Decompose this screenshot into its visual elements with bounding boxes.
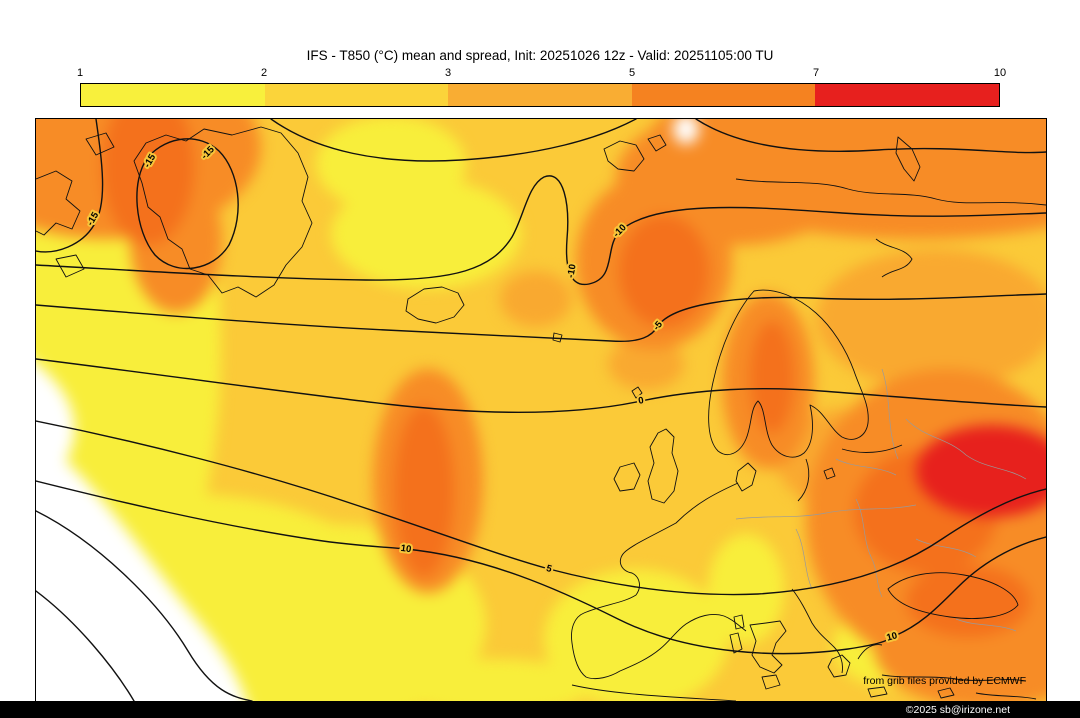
arctic-russia-coast — [735, 178, 1046, 206]
colorbar-tick-label: 2 — [260, 67, 268, 79]
colorbar-segment-1-2 — [81, 84, 265, 106]
contour-label: 10 — [400, 543, 412, 555]
colorbar-tick-label: 3 — [444, 67, 452, 79]
arctic-island — [85, 132, 115, 156]
map-panel: -15 -15 -15 -10 -10 -5 0 5 10 10 from grib files … — [35, 118, 1047, 702]
turkey-south-coast — [881, 674, 1027, 682]
credit-copyright: ©2025 sb@irizone.net — [905, 703, 1010, 716]
colorbar-tick-label: 1 — [76, 67, 84, 79]
colorbar-segment-5-7 — [631, 84, 816, 106]
contour-minus10 — [36, 175, 1046, 286]
country-borders — [735, 368, 1027, 632]
black-sea-coastline — [887, 572, 1019, 619]
coastlines — [36, 126, 1046, 701]
contour-label: 10 — [885, 630, 898, 643]
ireland-coastline — [613, 462, 641, 492]
africa-coast — [571, 684, 737, 701]
denmark-coastline — [735, 462, 757, 492]
spread-red-regions — [916, 425, 1046, 517]
europe-atlantic-coast — [571, 482, 747, 680]
contour-label: -10 — [565, 263, 578, 278]
credit-ecmwf: from grib files provided by ECMWF — [863, 675, 1026, 687]
bottom-bar: ©2025 sb@irizone.net — [0, 701, 1080, 718]
baltic-coast — [797, 458, 810, 502]
gulf-of-finland — [841, 444, 903, 453]
contour-lines — [36, 119, 1046, 701]
britain-coastline — [647, 428, 679, 504]
colorbar-tick-label: 10 — [993, 67, 1007, 79]
gotland-island — [823, 467, 836, 480]
corsica — [733, 614, 745, 630]
contour-minus5 — [36, 293, 1046, 343]
canada-coastline — [36, 170, 81, 236]
levant-coast — [975, 692, 1037, 700]
shetland-islands — [631, 386, 643, 399]
crete — [867, 686, 888, 698]
iceland-coastline — [405, 286, 465, 324]
sardinia — [729, 632, 743, 654]
contour-0 — [36, 358, 1046, 414]
greenland-coastline — [133, 126, 313, 298]
spread-white-regions — [36, 119, 699, 701]
colorbar-tick-label: 7 — [812, 67, 820, 79]
contour-arctic-a — [270, 119, 637, 162]
colorbar-segment-3-5 — [448, 84, 632, 106]
colorbar-ticks: 1 2 3 5 7 10 — [76, 67, 1006, 80]
svalbard-coastline — [603, 140, 645, 172]
contour-label: 0 — [637, 395, 644, 407]
scandinavia-coastline — [708, 289, 869, 458]
contour-warm-southwest-2 — [36, 590, 135, 701]
colorbar-segment-7-10 — [815, 84, 999, 106]
colorbar-segments — [80, 83, 1000, 107]
turkey-west-coast — [857, 644, 883, 660]
contour-arctic-b — [695, 119, 1046, 154]
colorbar: 1 2 3 5 7 10 — [76, 67, 1006, 107]
sicily — [761, 674, 781, 690]
colorbar-segment-2-3 — [264, 84, 449, 106]
colorbar-tick-label: 5 — [628, 67, 636, 79]
svalbard-coastline — [647, 134, 667, 152]
contour-minus15-greenland — [136, 138, 239, 270]
balkan-coast — [791, 588, 843, 674]
cyprus — [937, 687, 955, 699]
greece-coastline — [827, 654, 851, 678]
contour-warm-southwest — [36, 510, 253, 701]
spread-dark-orange-regions — [102, 119, 1030, 637]
contour-plus5 — [36, 420, 1046, 596]
arctic-island — [55, 254, 85, 278]
spread-shading-layer — [36, 119, 1046, 701]
contour-plus10 — [36, 480, 1046, 655]
chart-title: IFS - T850 (°C) mean and spread, Init: 2… — [306, 48, 774, 63]
white-sea-coast — [875, 238, 913, 278]
contour-minus15-west — [36, 119, 104, 253]
